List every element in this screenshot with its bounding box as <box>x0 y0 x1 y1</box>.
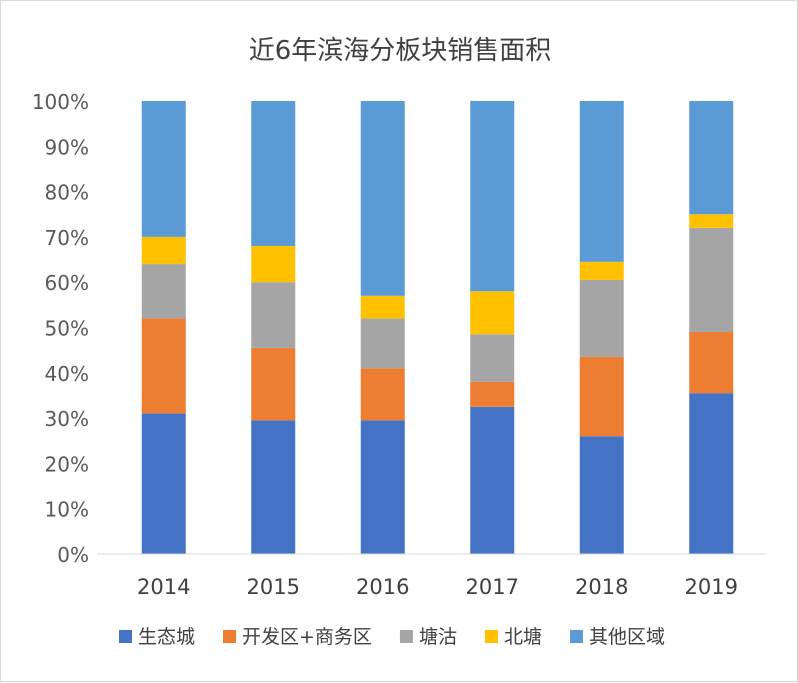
x-tick-label: 2018 <box>575 575 628 599</box>
legend-swatch <box>119 630 132 643</box>
y-tick-label: 60% <box>45 271 89 295</box>
bar-segment <box>141 318 186 414</box>
y-tick-label: 20% <box>45 452 89 476</box>
bar-segment <box>579 261 624 280</box>
bar-segment <box>251 347 296 421</box>
bar-segment <box>360 368 405 421</box>
y-tick-label: 0% <box>57 543 89 567</box>
legend-label: 其他区域 <box>589 626 665 648</box>
bar-segment <box>689 332 734 394</box>
y-tick-label: 10% <box>45 498 89 522</box>
legend-swatch <box>399 630 413 643</box>
legend-label: 北塘 <box>504 626 542 648</box>
bar-segment <box>470 101 515 292</box>
bars <box>141 101 734 554</box>
x-tick-label: 2015 <box>247 575 300 599</box>
x-tick-label: 2019 <box>685 575 738 599</box>
bar-segment <box>251 245 296 283</box>
bar-segment <box>141 264 186 319</box>
bar-segment <box>251 282 296 348</box>
bar-segment <box>470 406 515 554</box>
bar-segment <box>360 420 405 554</box>
bar-segment <box>470 381 515 407</box>
legend-label: 开发区+商务区 <box>242 626 372 648</box>
bar-segment <box>579 279 624 357</box>
bar-segment <box>141 413 186 554</box>
bar-segment <box>579 436 624 554</box>
y-tick-label: 40% <box>45 362 89 386</box>
bar-segment <box>470 334 515 382</box>
bar-segment <box>360 295 405 319</box>
legend-swatch <box>484 630 498 643</box>
x-axis: 2014 2015 2016 2017 2018 2019 <box>137 575 738 599</box>
bar-segment <box>251 101 296 246</box>
legend-item: 其他区域 <box>569 626 665 648</box>
bar-segment <box>360 318 405 369</box>
bar-segment <box>689 214 734 228</box>
legend: 生态城 开发区+商务区 塘沽 北塘 其他区域 <box>119 626 665 648</box>
chart-title: 近6年滨海分板块销售面积 <box>249 36 552 66</box>
x-tick-label: 2017 <box>466 575 519 599</box>
bar-segment <box>141 101 186 237</box>
legend-label: 生态城 <box>138 626 195 648</box>
bar-segment <box>689 227 734 333</box>
y-tick-label: 100% <box>32 90 89 114</box>
y-tick-label: 30% <box>45 407 89 431</box>
x-tick-label: 2014 <box>137 575 190 599</box>
x-tick-label: 2016 <box>356 575 409 599</box>
bar-segment <box>141 236 186 265</box>
y-axis: 0% 10% 20% 30% 40% 50% 60% 70% 80% 90% 100% <box>32 90 89 567</box>
legend-item: 塘沽 <box>399 626 457 648</box>
legend-item: 开发区+商务区 <box>223 626 372 648</box>
bar-segment <box>470 291 515 335</box>
y-tick-label: 80% <box>45 181 89 205</box>
bar-segment <box>360 101 405 296</box>
bar-segment <box>579 356 624 437</box>
bar-segment <box>689 101 734 215</box>
bar-segment <box>251 420 296 554</box>
legend-swatch <box>569 630 583 643</box>
legend-swatch <box>223 630 237 643</box>
legend-item: 生态城 <box>119 626 195 648</box>
bar-segment <box>689 393 734 554</box>
y-tick-label: 90% <box>45 135 89 159</box>
y-tick-label: 50% <box>45 317 89 341</box>
y-tick-label: 70% <box>45 226 89 250</box>
legend-label: 塘沽 <box>419 626 457 648</box>
bar-segment <box>579 101 624 262</box>
legend-item: 北塘 <box>484 626 542 648</box>
